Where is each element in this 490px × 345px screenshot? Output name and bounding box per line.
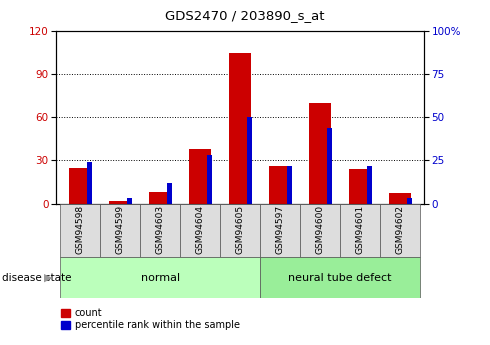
Text: neural tube defect: neural tube defect [288,273,392,283]
Bar [260,257,420,298]
Bar [309,103,331,204]
Text: GSM94603: GSM94603 [156,205,165,254]
Bar [69,168,91,204]
Text: disease state: disease state [2,273,72,283]
Bar [127,198,132,204]
Text: GSM94604: GSM94604 [196,205,205,254]
Bar [87,162,92,204]
Text: GSM94599: GSM94599 [116,205,125,254]
Legend: count, percentile rank within the sample: count, percentile rank within the sample [61,308,240,331]
Text: GSM94600: GSM94600 [316,205,324,254]
Bar [60,257,260,298]
Text: GSM94605: GSM94605 [236,205,245,254]
Bar [149,192,171,204]
Bar [60,204,100,257]
Bar [167,183,172,204]
Bar [247,117,252,204]
Text: ▶: ▶ [45,273,53,283]
Text: GDS2470 / 203890_s_at: GDS2470 / 203890_s_at [165,9,325,22]
Text: GSM94598: GSM94598 [76,205,85,254]
Bar [140,204,180,257]
Bar [300,204,340,257]
Bar [380,204,420,257]
Bar [269,166,291,204]
Text: normal: normal [141,273,180,283]
Bar [100,204,140,257]
Bar [109,201,131,204]
Bar [349,169,371,204]
Bar [327,128,332,204]
Bar [220,204,260,257]
Bar [367,166,372,204]
Text: GSM94602: GSM94602 [395,205,404,254]
Bar [389,194,411,204]
Text: GSM94597: GSM94597 [275,205,285,254]
Bar [207,155,212,204]
Bar [287,166,292,204]
Bar [407,198,412,204]
Bar [180,204,220,257]
Text: GSM94601: GSM94601 [355,205,365,254]
Bar [229,52,251,204]
Bar [189,149,211,204]
Bar [260,204,300,257]
Bar [340,204,380,257]
